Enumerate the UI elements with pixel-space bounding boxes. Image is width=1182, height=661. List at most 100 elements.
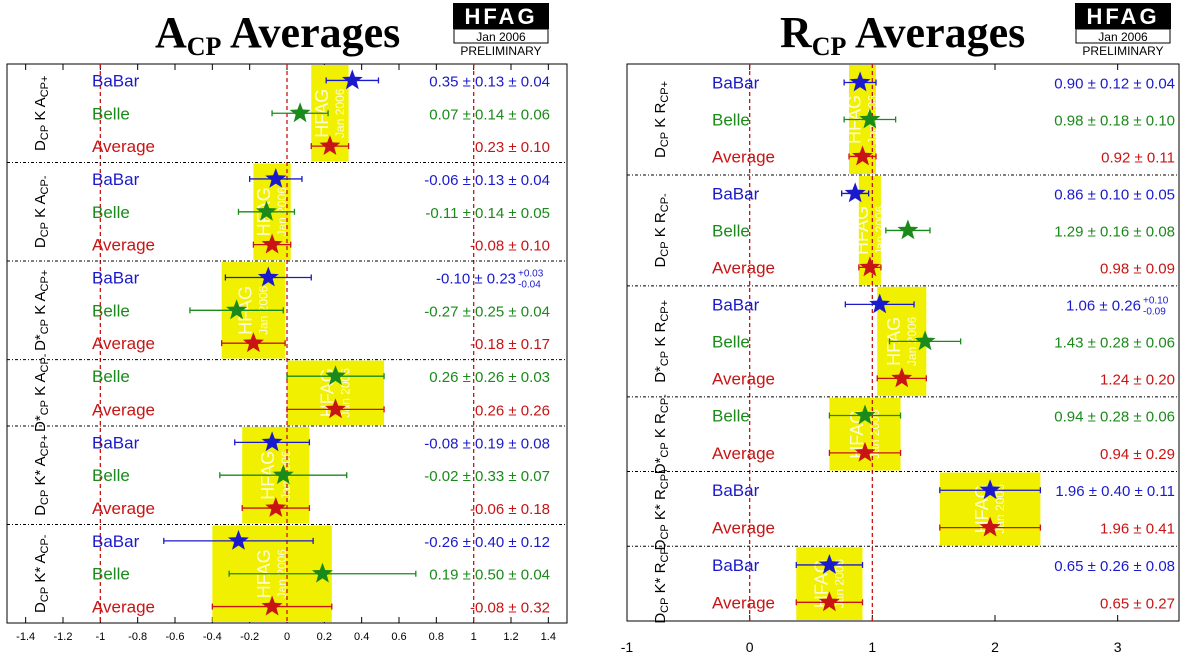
hfag-logo-box [1075,3,1171,29]
value-text: -0.08 ± 0.10 [470,238,550,255]
value-text: 1.96 ± 0.41 [1100,521,1175,538]
data-point-star [341,69,363,90]
measurement-row: Belle 1.29 ± 0.16 ± 0.08 [712,219,1175,240]
hfag-date-box [453,28,549,44]
x-tick-label: -0.4 [203,631,222,643]
data-point-star [854,441,876,462]
experiment-label: BaBar [92,433,140,452]
x-tick-label: -0.8 [128,631,147,643]
value-text: -0.11 ± 0.14 ± 0.05 [425,205,550,222]
hfag-watermark-text: HFAG [852,206,872,255]
x-tick-label: -1 [621,639,634,655]
x-tick-label: 0.4 [354,631,369,643]
data-point-star [818,554,840,574]
group-label-text: DCP K* RCP- [652,543,671,623]
group-label: DCP K* ACP+ [32,435,51,516]
hfag-logo-box [453,3,549,29]
value-text: -0.27 ± 0.25 ± 0.04 [424,303,550,320]
data-point-star [854,404,876,425]
experiment-label: Average [712,444,775,463]
experiment-label: BaBar [712,184,760,203]
value-text: 0.98 ± 0.18 ± 0.10 [1054,112,1175,129]
plot-frame [626,63,1180,622]
value-text: 0.23 ± 0.10 [475,139,550,156]
chart-title: ACP Averages [155,8,400,61]
measurement-row: Belle 0.07 ± 0.14 ± 0.06 [92,102,550,123]
measurement-row: BaBar 1.06 ± 0.26 +0.10-0.09 [712,293,1169,317]
group-label-text: DCP K* ACP+ [32,435,51,516]
data-point-star [859,256,881,277]
experiment-label: Average [92,598,155,617]
group-label-text: DCP K RCP+ [652,81,671,158]
x-tick-label: 1.2 [503,631,518,643]
data-point-star [852,145,873,166]
data-point-star [261,431,283,452]
experiment-label: Belle [92,565,130,584]
x-tick-label: -0.2 [240,631,259,643]
experiment-label: Average [712,147,775,166]
value-text: 0.94 ± 0.28 ± 0.06 [1054,409,1175,426]
x-tick-label: 0.8 [429,631,444,643]
x-tick-label: -1.2 [54,631,73,643]
group-label: DCP K ACP+ [32,76,51,151]
value-text: -0.08 ± 0.32 [470,600,550,617]
hfag-date-box [1075,28,1171,44]
group-label: D*CP K RCP- [652,394,671,474]
experiment-label: BaBar [92,268,140,287]
measurement-row: Average -0.18 ± 0.17 [92,332,550,353]
data-point-star [869,293,891,314]
group-label-text: D*CP K ACP+ [32,270,51,351]
value-text: -0.26 ± 0.40 ± 0.12 [424,534,550,551]
value-text: 0.26 ± 0.26 [475,402,550,419]
hfag-date: Jan 2006 [1098,30,1148,44]
value-text: 0.26 ± 0.26 ± 0.03 [429,369,550,386]
hfag-watermark-date: Jan 2006 [873,205,887,255]
measurement-row: Average 0.94 ± 0.29 [712,441,1175,463]
data-point-star [325,365,346,386]
experiment-label: Average [712,593,775,612]
data-point-star [261,233,283,254]
x-tick-label: 2 [991,639,999,655]
measurement-row: Belle 0.19 ± 0.50 ± 0.04 [92,562,550,584]
data-point-star [242,332,264,353]
experiment-label: Average [712,258,775,277]
data-point-star [256,200,277,221]
group-label: D*CP K RCP+ [652,300,671,383]
measurement-row: BaBar 0.35 ± 0.13 ± 0.04 [92,69,550,90]
data-point-star [257,266,279,287]
group-label: D*CP K ACP+ [32,270,51,351]
data-point-star [265,168,287,188]
measurement-row: BaBar -0.26 ± 0.40 ± 0.12 [92,529,550,551]
measurement-row: Belle -0.11 ± 0.14 ± 0.05 [92,200,550,222]
experiment-label: Belle [712,332,750,351]
experiment-label: Belle [92,367,130,386]
measurement-row: Belle -0.02 ± 0.33 ± 0.07 [92,464,550,485]
x-tick-label: 0 [746,639,754,655]
data-point-star [226,299,248,320]
hfag-date: Jan 2006 [476,30,526,44]
value-text: -0.08 ± 0.19 ± 0.08 [424,435,550,452]
measurement-row: Belle -0.27 ± 0.25 ± 0.04 [92,299,550,320]
group-label-text: D*CP K RCP- [652,394,671,474]
measurement-row: Average -0.08 ± 0.32 [92,595,550,617]
x-tick-label: 0.2 [317,631,332,643]
experiment-label: Belle [712,221,750,240]
data-point-star [265,497,287,517]
experiment-label: BaBar [712,295,760,314]
measurement-row: Belle 0.94 ± 0.28 ± 0.06 [712,404,1175,426]
x-tick-label: -1 [95,631,105,643]
value-text: 1.06 ± 0.26 [1066,297,1141,314]
chart-title: RCP Averages [780,8,1025,61]
experiment-label: Average [712,519,775,538]
value-text: 0.65 ± 0.26 ± 0.08 [1054,558,1175,575]
group-label: D*CP K ACP- [32,353,51,432]
measurement-row: BaBar 0.90 ± 0.12 ± 0.04 [712,71,1175,92]
hfag-watermark-date: Jan 2006 [868,409,882,459]
measurement-row: BaBar -0.06 ± 0.13 ± 0.04 [92,168,550,189]
experiment-label: BaBar [712,73,760,92]
value-text: 0.35 ± 0.13 ± 0.04 [429,73,550,90]
x-tick-label: 1 [868,639,876,655]
measurement-row: Average 0.98 ± 0.09 [712,256,1175,277]
